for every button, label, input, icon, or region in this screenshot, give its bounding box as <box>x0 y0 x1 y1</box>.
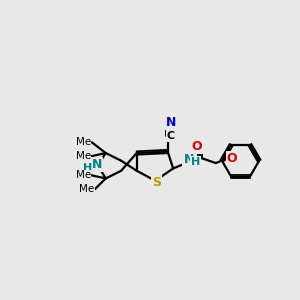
Text: N: N <box>183 153 194 166</box>
Text: Me: Me <box>76 151 91 161</box>
Text: Me: Me <box>76 137 91 147</box>
Text: N: N <box>92 158 102 171</box>
Text: H: H <box>83 164 92 173</box>
Text: Me: Me <box>79 184 94 194</box>
Text: C: C <box>167 131 175 141</box>
Text: O: O <box>227 152 237 165</box>
Text: H: H <box>191 157 200 167</box>
Text: S: S <box>152 176 161 189</box>
Text: N: N <box>166 116 176 129</box>
Text: O: O <box>191 140 202 153</box>
Text: Me: Me <box>76 170 91 180</box>
